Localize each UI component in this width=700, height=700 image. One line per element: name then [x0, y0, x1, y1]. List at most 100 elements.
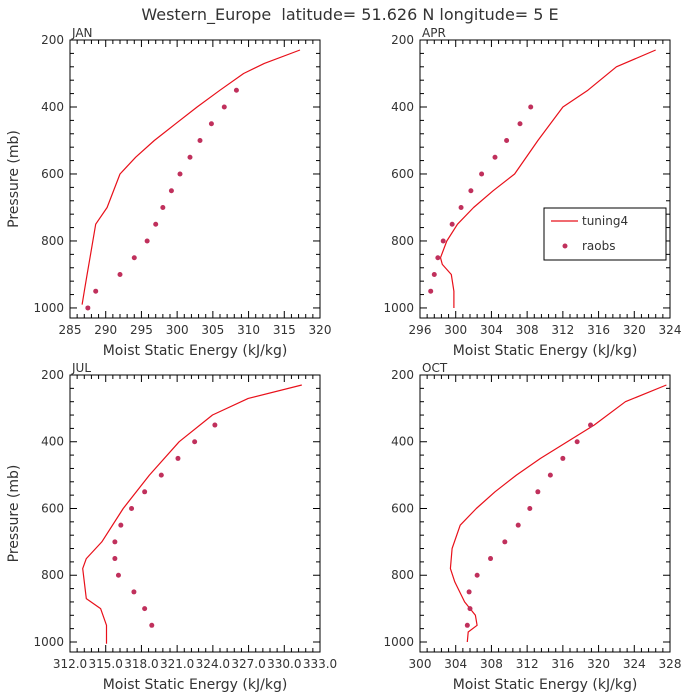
data-point-raobs: [535, 489, 541, 495]
figure-title: Western_Europe latitude= 51.626 N longit…: [141, 5, 558, 25]
x-tick-label: 316: [551, 657, 574, 671]
data-point-raobs: [440, 238, 446, 244]
data-point-raobs: [502, 539, 508, 545]
plots-area: JAN 285 290 295 300 305 310 315 320 200 400 600 800 1…: [6, 26, 681, 693]
data-point-raobs: [93, 288, 99, 294]
plot-frame: [419, 39, 671, 319]
y-tick-label: 600: [41, 501, 64, 515]
data-point-raobs: [221, 104, 227, 110]
data-point-raobs: [85, 305, 91, 311]
x-axis-label: Moist Static Energy (kJ/kg): [453, 677, 638, 693]
x-tick-label: 300: [166, 323, 189, 337]
x-tick-label: 305: [201, 323, 224, 337]
x-tick-label: 320: [309, 323, 332, 337]
data-point-raobs: [464, 622, 470, 628]
data-point-raobs: [515, 522, 521, 528]
x-tick-label: 290: [94, 323, 117, 337]
y-tick-label: 600: [391, 167, 414, 181]
y-tick-label: 200: [391, 368, 414, 382]
panel-jul: JUL 312.0 315.0 318.0 321.0 324.0 327.0 330.0 33…: [6, 361, 337, 693]
data-point-raobs: [149, 622, 155, 628]
y-tick-label: 600: [41, 167, 64, 181]
data-point-raobs: [131, 589, 137, 595]
y-tick-label: 400: [41, 435, 64, 449]
data-point-raobs: [177, 171, 183, 177]
panel-label: JAN: [71, 26, 93, 40]
x-tick-label: 330.0: [267, 657, 301, 671]
legend-point-label: raobs: [582, 239, 616, 253]
data-point-raobs: [208, 121, 214, 127]
y-tick-label: 800: [41, 568, 64, 582]
x-tick-label: 324.0: [196, 657, 230, 671]
x-tick-label: 312: [516, 657, 539, 671]
data-point-raobs: [160, 204, 166, 210]
y-tick-label: 200: [41, 33, 64, 47]
legend-point-swatch: [562, 243, 568, 249]
data-point-raobs: [192, 439, 198, 445]
data-point-raobs: [547, 472, 553, 478]
data-point-raobs: [466, 589, 472, 595]
series-line-tuning4: [449, 384, 667, 643]
y-tick-label: 800: [391, 234, 414, 248]
data-point-raobs: [574, 439, 580, 445]
data-point-raobs: [144, 238, 150, 244]
x-tick-label: 304: [444, 657, 467, 671]
data-point-raobs: [479, 171, 485, 177]
x-tick-label: 333.0: [303, 657, 337, 671]
x-tick-label: 321.0: [160, 657, 194, 671]
x-tick-label: 308: [480, 657, 503, 671]
data-point-raobs: [488, 556, 494, 562]
y-tick-label: 800: [41, 234, 64, 248]
data-point-raobs: [187, 154, 193, 160]
x-axis-label: Moist Static Energy (kJ/kg): [453, 343, 638, 359]
y-tick-label: 400: [391, 435, 414, 449]
y-axis-label: Pressure (mb): [6, 130, 22, 228]
data-point-raobs: [233, 87, 239, 93]
data-point-raobs: [504, 137, 510, 143]
panel-jan: JAN 285 290 295 300 305 310 315 320 200 400 600 800 1…: [6, 26, 331, 359]
y-tick-label: 200: [41, 368, 64, 382]
y-tick-label: 1000: [383, 635, 414, 649]
y-tick-label: 400: [41, 100, 64, 114]
data-point-raobs: [517, 121, 523, 127]
data-point-raobs: [175, 455, 181, 461]
data-point-raobs: [435, 255, 441, 261]
data-point-raobs: [115, 572, 121, 578]
x-tick-label: 300: [409, 657, 432, 671]
data-point-raobs: [449, 221, 455, 227]
plot-frame: [69, 374, 321, 653]
y-tick-label: 1000: [33, 301, 64, 315]
x-tick-label: 308: [516, 323, 539, 337]
x-tick-label: 295: [130, 323, 153, 337]
data-point-raobs: [527, 505, 533, 511]
y-tick-label: 600: [391, 501, 414, 515]
x-tick-label: 312.0: [53, 657, 87, 671]
data-point-raobs: [168, 188, 174, 194]
data-point-raobs: [528, 104, 534, 110]
y-tick-label: 1000: [383, 301, 414, 315]
y-axis-label: Pressure (mb): [6, 465, 22, 563]
x-tick-label: 327.0: [231, 657, 265, 671]
y-tick-label: 1000: [33, 635, 64, 649]
y-tick-label: 200: [391, 33, 414, 47]
plot-frame: [419, 374, 671, 653]
series-line-tuning4: [439, 49, 656, 308]
panel-apr: APR 296 300 304 308 312 316 320 324 200 400 600 800 1…: [383, 26, 681, 359]
x-tick-label: 324: [623, 657, 646, 671]
panel-oct: OCT 300 304 308 312 316 320 324 328 200 400 600 800 1…: [383, 361, 681, 693]
x-tick-label: 328: [659, 657, 682, 671]
x-tick-label: 300: [444, 323, 467, 337]
x-tick-label: 304: [480, 323, 503, 337]
data-point-raobs: [467, 606, 473, 612]
data-point-raobs: [129, 505, 135, 511]
data-point-raobs: [158, 472, 164, 478]
panel-label: OCT: [422, 361, 448, 375]
x-tick-label: 324: [659, 323, 682, 337]
y-tick-label: 400: [391, 100, 414, 114]
series-line-tuning4: [81, 49, 301, 305]
data-point-raobs: [474, 572, 480, 578]
data-point-raobs: [588, 422, 594, 428]
x-tick-label: 312: [551, 323, 574, 337]
x-axis-label: Moist Static Energy (kJ/kg): [103, 677, 288, 693]
